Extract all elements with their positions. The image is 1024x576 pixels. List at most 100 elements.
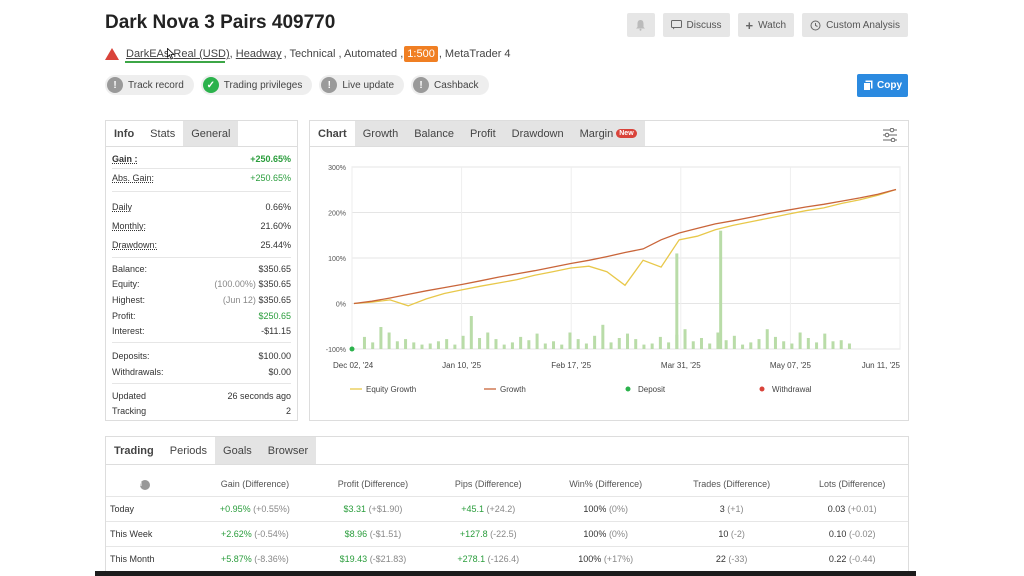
new-badge: New (616, 129, 637, 138)
tab-chart[interactable]: Chart (310, 121, 355, 146)
warning-icon (105, 48, 119, 60)
cell-value: +45.1 (461, 503, 484, 514)
y-tick-label: 0% (336, 302, 346, 309)
cell-value: 0.10 (828, 528, 847, 539)
tab-goals[interactable]: Goals (215, 437, 260, 464)
cell-difference: (-$1.51) (369, 528, 402, 539)
profit-bar (609, 342, 613, 349)
stat-profit: Profit: $250.65 (112, 311, 291, 321)
profit-bar (494, 339, 498, 349)
leverage-badge: 1:500 (404, 46, 438, 62)
col-lots: Lots (Difference) (796, 473, 908, 497)
badge-label: Cashback (434, 79, 479, 91)
badge-trading-privileges[interactable]: ✓ Trading privileges (200, 75, 313, 95)
x-tick-label: Mar 31, '25 (661, 361, 701, 370)
profit-bar (552, 341, 556, 349)
broker-link[interactable]: DarkEAs (126, 48, 170, 60)
stat-monthly: Monthly: 21.60% (112, 221, 291, 231)
stat-drawdown: Drawdown: 25.44% (112, 240, 291, 250)
table-cell: +278.1 (-126.4) (432, 546, 545, 572)
tab-drawdown[interactable]: Drawdown (503, 121, 572, 146)
cell-difference: (-8.36%) (254, 553, 289, 564)
cell-difference: (-0.54%) (254, 528, 289, 539)
chart-panel: Chart Growth Balance Profit Drawdown Mar… (309, 120, 909, 421)
badge-cashback[interactable]: ! Cashback (411, 75, 489, 95)
cell-difference: (-0.44) (848, 553, 876, 564)
account-type-link[interactable]: Real (USD) (173, 48, 230, 60)
profit-bar (765, 329, 769, 349)
growth-line (353, 188, 897, 305)
profit-bar (741, 344, 745, 349)
table-row: This Month +5.87% (-8.36%) $19.43 (-$21.83… (106, 546, 908, 572)
profit-bar (404, 339, 408, 349)
table-cell: 0.22 (-0.44) (796, 546, 908, 572)
profit-bar (420, 344, 424, 349)
copy-button[interactable]: Copy (857, 74, 908, 97)
tab-trading[interactable]: Trading (106, 437, 162, 464)
tab-browser[interactable]: Browser (259, 437, 317, 464)
table-cell: +2.62% (-0.54%) (196, 521, 314, 547)
stat-abs-gain: Abs. Gain: +250.65% (112, 173, 291, 183)
y-tick-label: 100% (328, 256, 346, 263)
cell-difference: (-2) (730, 528, 745, 539)
highlight-underline (125, 61, 225, 63)
tab-profit[interactable]: Profit (461, 121, 504, 146)
notification-button[interactable] (626, 13, 655, 37)
cell-value: $3.31 (343, 503, 367, 514)
server-link[interactable]: Headway (235, 48, 282, 60)
badge-track-record[interactable]: ! Track record (105, 75, 194, 95)
badge-row: ! Track record ✓ Trading privileges ! Li… (105, 75, 489, 95)
cell-difference: (+1) (727, 503, 744, 514)
profit-bar (790, 343, 794, 349)
clock-icon (810, 20, 821, 30)
tab-general[interactable]: General (183, 121, 239, 146)
stat-updated: Updated 26 seconds ago (112, 391, 291, 401)
exclamation-icon: ! (321, 77, 338, 93)
cell-difference: (-126.4) (487, 553, 520, 564)
table-cell: +0.95% (+0.55%) (196, 496, 314, 522)
table-cell: 100% (+17%) (544, 546, 667, 572)
profit-bar (815, 342, 819, 349)
col-trades: Trades (Difference) (666, 473, 797, 497)
profit-bar (831, 341, 835, 349)
profit-bar (716, 332, 720, 349)
info-icon[interactable]: i (140, 480, 150, 491)
period-label: Today (106, 496, 196, 522)
profit-bar (823, 333, 827, 349)
profit-bar (601, 324, 605, 349)
stats-panel: Info Stats General Gain : +250.65% Abs. G… (105, 120, 298, 421)
tab-info[interactable]: Info (106, 121, 143, 146)
legend-label: Withdrawal (772, 385, 812, 394)
tab-balance[interactable]: Balance (406, 121, 462, 146)
tab-periods[interactable]: Periods (161, 437, 216, 464)
profit-bar (658, 336, 662, 349)
info-header: i (106, 473, 196, 497)
stat-deposits: Deposits: $100.00 (112, 351, 291, 361)
profit-bar (519, 336, 523, 349)
cell-difference: (+$1.90) (368, 503, 403, 514)
table-cell: 22 (-33) (666, 546, 797, 572)
growth-chart[interactable]: 300% 200% 100% 0% -100% Dec 02, '24 Jan 10, '2… (310, 149, 908, 419)
check-icon: ✓ (202, 77, 219, 93)
copy-label: Copy (877, 80, 902, 91)
legend-label: Growth (500, 385, 526, 394)
badge-live-update[interactable]: ! Live update (319, 75, 405, 95)
table-row: Today +0.95% (+0.55%) $3.31 (+$1.90) +45.1 … (106, 496, 908, 522)
platform-text: , MetaTrader 4 (438, 48, 511, 60)
tab-growth[interactable]: Growth (354, 121, 407, 146)
tab-stats[interactable]: Stats (142, 121, 184, 146)
tab-margin[interactable]: Margin New (571, 121, 645, 146)
cell-difference: (-22.5) (490, 528, 517, 539)
divider (112, 168, 291, 169)
cell-value: 0.03 (827, 503, 846, 514)
settings-sliders-icon[interactable] (882, 128, 898, 142)
watch-button[interactable]: + Watch (737, 13, 795, 37)
custom-analysis-button[interactable]: Custom Analysis (802, 13, 908, 37)
discuss-button[interactable]: Discuss (662, 13, 730, 37)
profit-bar (387, 332, 391, 349)
table-cell: 0.10 (-0.02) (796, 521, 908, 547)
table-cell: +45.1 (+24.2) (432, 496, 545, 522)
profit-bar (478, 338, 482, 349)
page-title: Dark Nova 3 Pairs 409770 (105, 12, 336, 33)
